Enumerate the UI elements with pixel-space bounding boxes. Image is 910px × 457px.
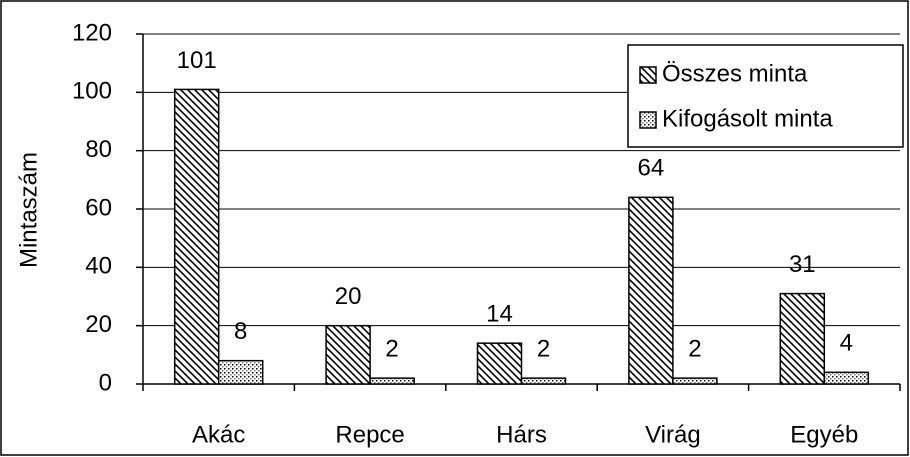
- y-tick-label: 120: [72, 19, 112, 46]
- bar: [672, 377, 718, 385]
- data-label: 4: [840, 330, 853, 357]
- x-tick-label: Akác: [192, 421, 245, 448]
- y-tick-label: 100: [72, 78, 112, 105]
- data-label: 101: [177, 47, 217, 74]
- y-tick-label: 80: [85, 136, 112, 163]
- bar: [779, 292, 826, 385]
- bar: [520, 377, 567, 385]
- bar: [173, 88, 220, 385]
- legend-swatch: [639, 66, 657, 84]
- x-tick-label: Hárs: [496, 421, 547, 448]
- data-label: 14: [486, 301, 513, 328]
- x-tick-label: Egyéb: [790, 421, 858, 448]
- data-label: 2: [385, 336, 398, 363]
- bar: [476, 342, 523, 385]
- y-tick-label: 0: [99, 369, 112, 396]
- legend-label: Kifogásolt minta: [662, 105, 833, 132]
- x-tick-label: Virág: [645, 421, 701, 448]
- y-axis-title: Mintaszám: [15, 152, 42, 268]
- data-label: 2: [537, 336, 550, 363]
- data-label: 20: [335, 283, 362, 310]
- bar: [628, 196, 674, 385]
- legend-label: Összes minta: [662, 60, 808, 87]
- legend-swatch: [639, 111, 657, 129]
- y-tick-label: 60: [85, 194, 112, 221]
- x-tick-label: Repce: [335, 421, 404, 448]
- bar: [369, 377, 415, 385]
- bar: [217, 359, 264, 385]
- data-label: 8: [234, 318, 247, 345]
- bar: [823, 371, 870, 385]
- data-label: 31: [789, 251, 816, 278]
- y-tick-label: 40: [85, 253, 112, 280]
- data-label: 64: [638, 155, 665, 182]
- y-tick-label: 20: [85, 311, 112, 338]
- legend-box: [627, 44, 904, 148]
- data-label: 2: [688, 336, 701, 363]
- bar: [325, 324, 371, 385]
